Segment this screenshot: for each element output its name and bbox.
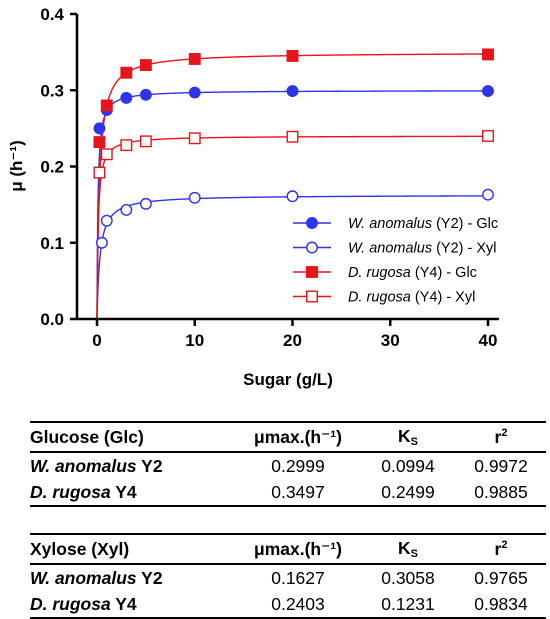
data-point (482, 48, 494, 61)
mumax-header: μmax.(h⁻¹) (253, 426, 342, 447)
r2-header: r2 (494, 538, 508, 559)
ks-header: KS (398, 426, 418, 448)
data-point (188, 53, 201, 65)
fit-curve (96, 195, 489, 319)
x-tick-label: 0 (92, 331, 101, 350)
data-point (482, 130, 494, 142)
y-tick-label: 0.1 (40, 234, 64, 253)
data-points (93, 48, 494, 249)
y-axis-label: μ (h⁻¹) (7, 140, 26, 191)
table-title: Glucose (Glc) (30, 426, 144, 447)
data-point (286, 49, 299, 62)
ks-header: KS (398, 538, 418, 560)
mumax-value: 0.3497 (271, 481, 325, 502)
table-header-row: Xylose (Xyl) μmax.(h⁻¹) KS r2 (30, 534, 546, 564)
r2-value: 0.9765 (474, 567, 528, 588)
data-point (286, 130, 299, 143)
legend-label: W. anomalus (Y2) - Xyl (348, 241, 497, 257)
table-header-row: Glucose (Glc) μmax.(h⁻¹) KS r2 (30, 422, 546, 452)
x-axis-label: Sugar (g/L) (243, 370, 333, 389)
ks-value: 0.2499 (381, 481, 435, 502)
data-point (188, 132, 201, 145)
data-point (120, 91, 133, 104)
data-point (93, 136, 106, 149)
glucose-kinetics-table: Glucose (Glc) μmax.(h⁻¹) KS r2 W. anomal… (30, 421, 546, 507)
y-tick-label: 0.3 (40, 81, 64, 100)
ks-value: 0.3058 (381, 567, 435, 588)
data-point (120, 204, 133, 216)
r2-header: r2 (494, 426, 508, 447)
x-tick-label: 10 (185, 331, 204, 350)
table-row: D. rugosa Y4 0.3497 0.2499 0.9885 (30, 479, 546, 506)
row-strain: D. rugosa Y4 (30, 481, 137, 502)
data-point (120, 139, 133, 152)
ks-value: 0.1231 (381, 593, 435, 614)
legend-marker (306, 266, 318, 278)
legend: W. anomalus (Y2) - Glc W. anomalus (Y2) -… (293, 216, 498, 306)
data-point (95, 236, 108, 249)
data-point (482, 85, 494, 97)
data-point (139, 59, 152, 72)
xylose-kinetics-table: Xylose (Xyl) μmax.(h⁻¹) KS r2 W. anomalu… (30, 533, 546, 619)
y-tick-label: 0.0 (40, 310, 64, 329)
legend-marker (306, 290, 318, 303)
data-point (93, 122, 106, 135)
data-point (286, 190, 299, 203)
data-point (188, 191, 201, 204)
data-point (286, 85, 299, 97)
data-point (139, 197, 152, 210)
legend-marker (306, 217, 318, 229)
table-row: W. anomalus Y2 0.1627 0.3058 0.9765 (30, 564, 546, 591)
data-point (139, 135, 152, 148)
table-row: D. rugosa Y4 0.2403 0.1231 0.9834 (30, 591, 546, 618)
row-strain: W. anomalus Y2 (30, 567, 163, 588)
fit-curves (96, 53, 489, 319)
table-title: Xylose (Xyl) (30, 538, 130, 559)
mumax-value: 0.1627 (271, 567, 325, 588)
data-point (100, 214, 113, 227)
monod-growth-chart: 0 10 20 30 40 0.0 0.1 0.2 0.3 0.4 μ (h⁻¹) Sugar (… (7, 5, 499, 389)
data-point (120, 66, 133, 79)
r2-value: 0.9972 (474, 455, 528, 476)
data-point (100, 99, 113, 112)
data-point (188, 86, 201, 99)
mumax-value: 0.2403 (271, 593, 325, 614)
ks-value: 0.0994 (381, 455, 435, 476)
r2-value: 0.9834 (474, 593, 528, 614)
mumax-header: μmax.(h⁻¹) (253, 538, 342, 559)
fit-curve (96, 53, 489, 319)
mumax-value: 0.2999 (271, 455, 325, 476)
legend-label: D. rugosa (Y4) - Glc (348, 265, 477, 281)
r2-value: 0.9885 (474, 481, 528, 502)
row-strain: W. anomalus Y2 (30, 455, 163, 476)
x-tick-label: 30 (381, 331, 400, 350)
data-point (482, 188, 494, 201)
y-tick-label: 0.4 (40, 5, 64, 24)
axis-ticks: 0 10 20 30 40 0.0 0.1 0.2 0.3 0.4 (40, 5, 497, 350)
data-point (100, 148, 113, 161)
row-strain: D. rugosa Y4 (30, 593, 137, 614)
y-tick-label: 0.2 (40, 158, 64, 177)
legend-label: W. anomalus (Y2) - Glc (348, 216, 498, 232)
x-tick-label: 40 (479, 331, 498, 350)
legend-marker (306, 241, 318, 254)
x-tick-label: 20 (283, 331, 302, 350)
data-point (139, 88, 152, 101)
fit-curve (96, 135, 489, 319)
table-row: W. anomalus Y2 0.2999 0.0994 0.9972 (30, 452, 546, 479)
fit-curve (96, 90, 489, 319)
legend-label: D. rugosa (Y4) - Xyl (348, 290, 475, 306)
data-point (93, 166, 106, 179)
